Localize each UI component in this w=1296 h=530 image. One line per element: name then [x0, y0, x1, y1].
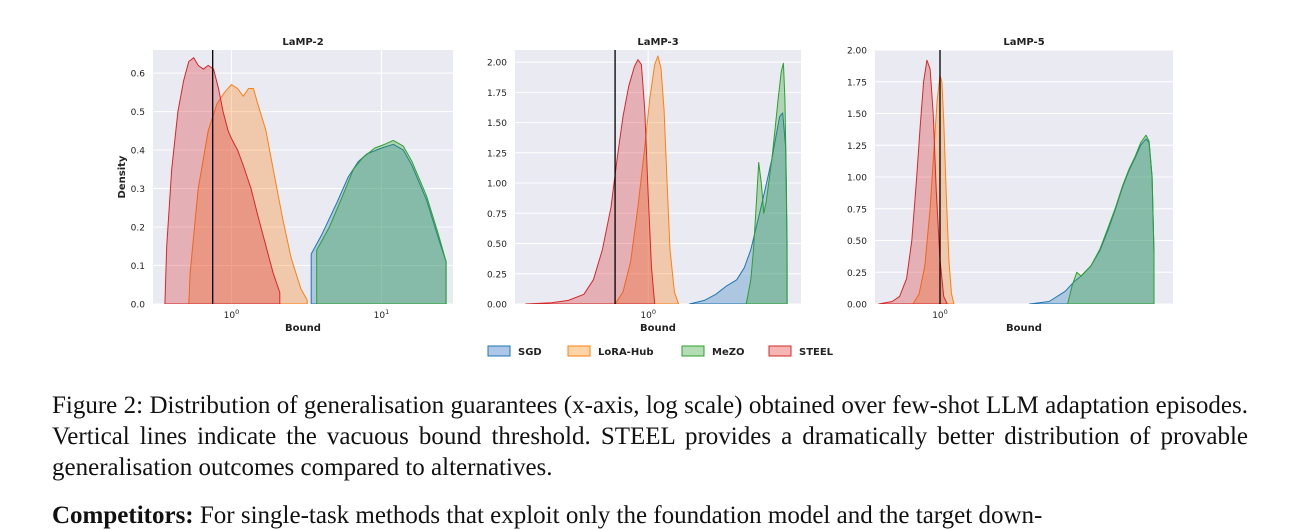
density-lora-hub [188, 84, 308, 304]
y-tick-label: 0.5 [131, 108, 145, 118]
y-tick-label: 0.1 [131, 262, 145, 272]
y-axis-label: Density [117, 155, 128, 198]
panel-title: LaMP-3 [637, 37, 678, 48]
y-tick-label: 0.50 [487, 240, 507, 250]
density-areas [525, 55, 788, 304]
density-steel [878, 59, 948, 304]
y-tick-label: 0.25 [487, 270, 507, 280]
caption-text: Figure 2: Distribution of generalisation… [52, 392, 1248, 481]
density-areas [164, 57, 447, 304]
x-tick-label: 100 [640, 308, 656, 321]
y-tick-label: 1.00 [847, 174, 867, 184]
y-tick-label: 0.3 [131, 185, 145, 195]
legend-label: MeZO [712, 347, 745, 358]
legend-swatch [567, 345, 591, 357]
legend-label: SGD [518, 347, 542, 358]
panel-lamp-5: 0.00 0.25 0.50 0.75 1.00 1.25 1.50 1.75 2.00 100 L… [847, 37, 1173, 334]
plot-background [153, 50, 453, 304]
density-lora-hub [614, 55, 680, 304]
legend-label: LoRA-Hub [598, 347, 653, 358]
y-tick-label: 0.4 [131, 147, 146, 157]
x-axis-label: Bound [640, 323, 676, 334]
legend-label: STEEL [799, 347, 834, 358]
panel-title: LaMP-5 [1003, 37, 1044, 48]
y-tick-label: 0.00 [847, 301, 867, 311]
paragraph-text: For single-task methods that exploit onl… [199, 502, 1043, 529]
x-tick-label: 101 [374, 308, 390, 321]
y-tick-label: 0.25 [847, 269, 867, 279]
y-tick-label: 1.75 [487, 89, 507, 99]
density-sgd [310, 143, 447, 304]
y-tick-label: 0.75 [847, 205, 867, 215]
x-axis-label: Bound [1006, 323, 1042, 334]
legend-swatch [487, 345, 511, 357]
legend-swatch [768, 345, 792, 357]
density-mezo [316, 139, 447, 304]
y-tick-label: 1.25 [487, 149, 507, 159]
density-steel [164, 57, 281, 304]
y-tick-label: 1.50 [847, 110, 867, 120]
y-tick-label: 1.25 [847, 142, 867, 152]
paragraph-label: Competitors: [52, 502, 194, 529]
x-axis-label: Bound [285, 323, 321, 334]
y-tick-label: 0.50 [847, 237, 867, 247]
figure-caption: Figure 2: Distribution of generalisation… [52, 390, 1248, 483]
legend: SGD LoRA-Hub MeZO STEEL [487, 345, 834, 358]
figure: 0.0 0.1 0.2 0.3 0.4 0.5 0.6 100 101 LaMP-2 Bound De… [117, 37, 1173, 358]
y-tick-label: 1.50 [487, 119, 507, 129]
density-areas [878, 59, 1155, 304]
y-tick-label: 0.2 [131, 224, 145, 234]
legend-swatch [681, 345, 705, 357]
x-tick-label: 100 [224, 308, 240, 321]
y-tick-label: 0.6 [131, 70, 146, 80]
panel-lamp-2: 0.0 0.1 0.2 0.3 0.4 0.5 0.6 100 101 LaMP-2 Bound De… [117, 37, 453, 334]
y-tick-label: 2.00 [487, 59, 507, 69]
y-tick-label: 0.75 [487, 210, 507, 220]
density-steel [525, 59, 656, 304]
y-tick-label: 1.00 [487, 180, 507, 190]
density-mezo [745, 62, 788, 304]
legend-item-lora-hub: LoRA-Hub [567, 345, 653, 358]
legend-item-sgd: SGD [487, 345, 542, 358]
next-paragraph: Competitors: For single-task methods tha… [52, 500, 1248, 530]
density-lora-hub [912, 74, 955, 304]
x-tick-label: 100 [932, 308, 948, 321]
legend-item-steel: STEEL [768, 345, 834, 358]
panel-title: LaMP-2 [282, 37, 323, 48]
density-mezo [1067, 134, 1155, 304]
panel-lamp-3: 0.00 0.25 0.50 0.75 1.00 1.25 1.50 1.75 2.00 100 L… [487, 37, 801, 334]
legend-item-mezo: MeZO [681, 345, 745, 358]
y-tick-label: 2.00 [847, 47, 867, 57]
chart-panels: 0.0 0.1 0.2 0.3 0.4 0.5 0.6 100 101 LaMP-2 Bound De… [117, 37, 1173, 334]
y-tick-label: 0.0 [131, 301, 146, 311]
y-tick-label: 1.75 [847, 78, 867, 88]
y-tick-label: 0.00 [487, 301, 507, 311]
